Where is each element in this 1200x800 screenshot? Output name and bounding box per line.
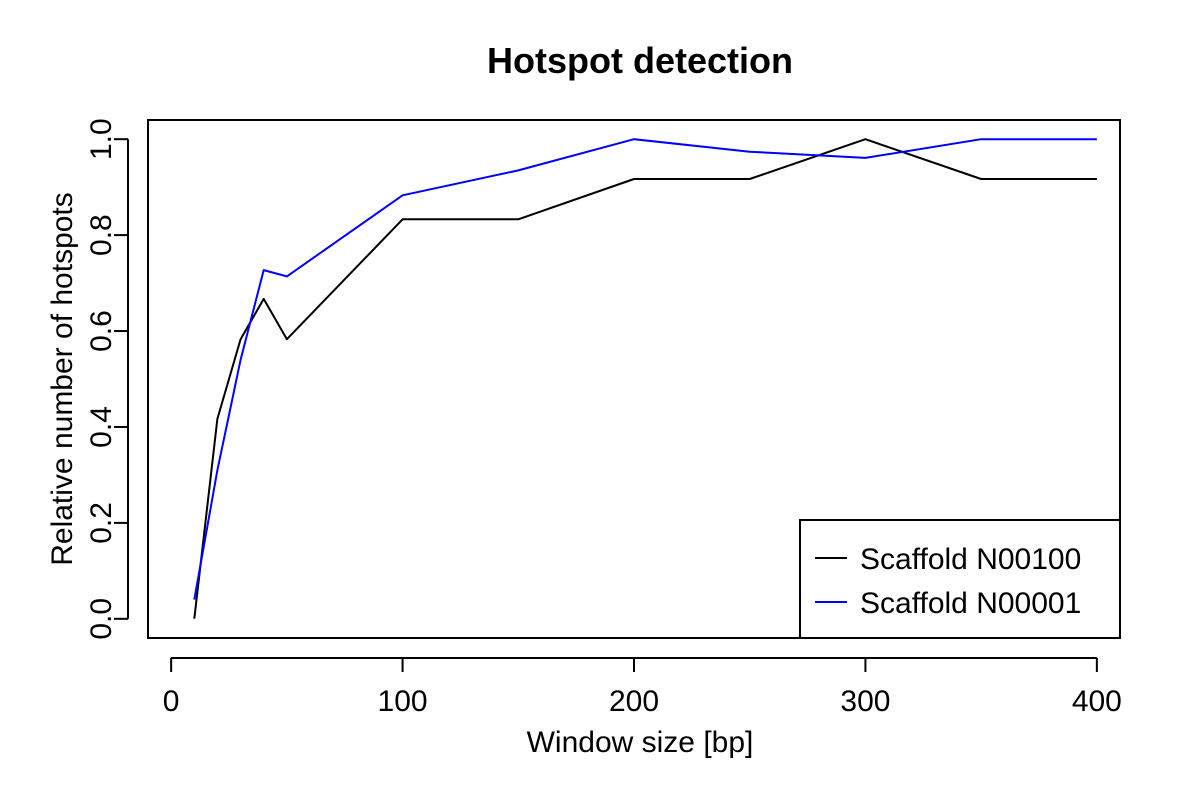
legend-label: Scaffold N00100 bbox=[860, 543, 1081, 576]
x-tick-label: 0 bbox=[163, 685, 180, 718]
y-tick-label: 0.4 bbox=[85, 406, 118, 448]
series-line-1 bbox=[193, 138, 1097, 619]
chart-title: Hotspot detection bbox=[487, 40, 793, 81]
x-tick-label: 300 bbox=[840, 685, 890, 718]
x-axis: 0 100 200 300 400 bbox=[163, 657, 1122, 718]
x-tick-label: 200 bbox=[609, 685, 659, 718]
y-tick-label: 1.0 bbox=[85, 118, 118, 160]
y-tick-label: 0.8 bbox=[85, 214, 118, 256]
x-tick-label: 400 bbox=[1072, 685, 1122, 718]
x-tick-label: 100 bbox=[378, 685, 428, 718]
series-line-2 bbox=[193, 138, 1097, 600]
y-tick-label: 0.2 bbox=[85, 502, 118, 544]
y-axis-label: Relative number of hotspots bbox=[46, 192, 79, 566]
y-axis: 0.0 0.2 0.4 0.6 0.8 1.0 bbox=[85, 118, 129, 640]
plot-area bbox=[147, 119, 1121, 639]
x-axis-label: Window size [bp] bbox=[527, 726, 754, 759]
legend: Scaffold N00100 Scaffold N00001 bbox=[799, 519, 1121, 639]
legend-box bbox=[799, 519, 1121, 639]
series-group bbox=[193, 138, 1097, 619]
legend-label: Scaffold N00001 bbox=[860, 587, 1081, 620]
y-tick-label: 0.6 bbox=[85, 310, 118, 352]
y-tick-label: 0.0 bbox=[85, 598, 118, 640]
